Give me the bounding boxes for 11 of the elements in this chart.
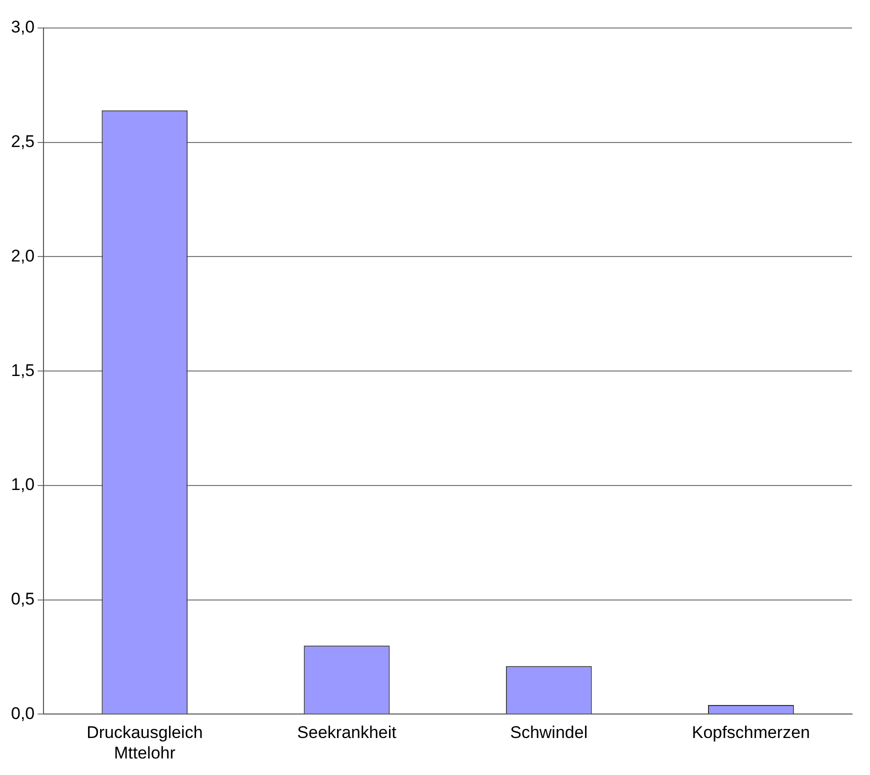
- x-tick-label: Kopfschmerzen: [692, 723, 810, 742]
- y-tick-label: 2,5: [10, 132, 35, 152]
- y-tick-label: 3,0: [10, 18, 35, 37]
- y-tick-label: 2,0: [10, 246, 35, 266]
- y-tick-label: 0,5: [10, 590, 35, 609]
- y-tick-label: 1,0: [10, 475, 35, 494]
- y-tick-label: 1,5: [10, 360, 35, 380]
- x-tick-label: Druckausgleich Mttelohr: [86, 723, 203, 762]
- x-tick-label: Schwindel: [510, 723, 588, 742]
- y-tick-label: 0,0: [10, 704, 35, 723]
- x-tick-label: Seekrankheit: [297, 723, 397, 742]
